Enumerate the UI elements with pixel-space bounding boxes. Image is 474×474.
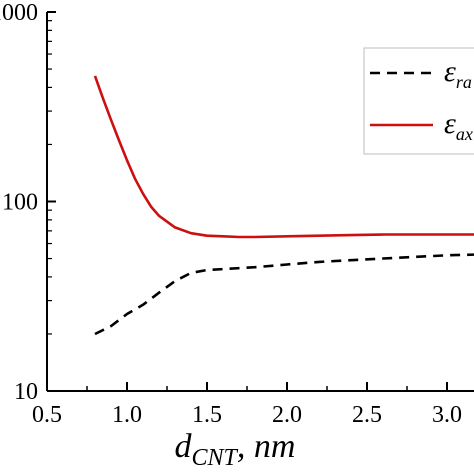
x-axis-label-unit: , nm — [237, 428, 296, 465]
x-tick-label: 1.0 — [112, 402, 142, 428]
legend: εra εax — [363, 47, 474, 155]
x-ticks: 0.5 1.0 1.5 2.0 2.5 3.0 — [32, 382, 462, 428]
x-tick-label: 0.5 — [32, 402, 62, 428]
legend-label-ax: εax — [444, 107, 473, 144]
legend-label-ra-main: ε — [444, 55, 456, 88]
x-axis-label-sub: CNT — [192, 445, 239, 471]
y-tick-label: 100 — [2, 190, 38, 216]
series-line-ra — [94, 253, 474, 336]
x-tick-label: 1.5 — [192, 402, 222, 428]
legend-label-ax-sub: ax — [456, 124, 473, 144]
x-axis-label-main: d — [175, 428, 193, 465]
legend-label-ax-main: ε — [444, 107, 456, 140]
y-tick-label: 10 — [14, 379, 38, 405]
x-tick-label: 2.5 — [352, 402, 382, 428]
series-layer — [93, 75, 474, 336]
series-line-ax — [93, 75, 474, 239]
legend-label-ra: εra — [444, 55, 472, 92]
x-axis-label: dCNT, nm — [175, 428, 296, 471]
legend-box — [363, 47, 474, 155]
legend-label-ra-sub: ra — [456, 72, 472, 92]
x-tick-label: 2.0 — [272, 402, 302, 428]
x-tick-label: 3.0 — [432, 402, 462, 428]
